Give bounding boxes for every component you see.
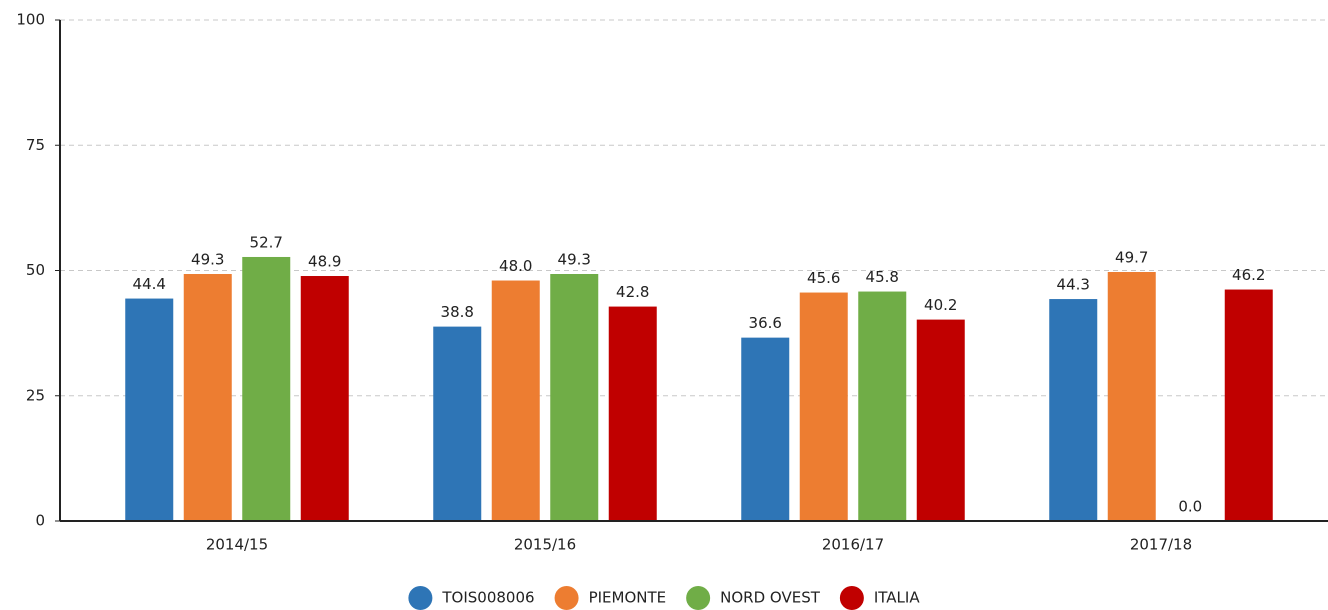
value-label: 48.0 [499, 257, 532, 275]
bar [491, 280, 540, 521]
bar [125, 298, 174, 521]
value-label: 46.2 [1232, 266, 1265, 284]
value-label: 45.8 [866, 268, 899, 286]
y-tick-label: 50 [26, 261, 45, 279]
value-label: 0.0 [1178, 498, 1202, 516]
bar [608, 306, 657, 521]
x-tick-label: 2017/18 [1130, 536, 1192, 554]
bar [183, 274, 232, 521]
value-label: 44.4 [133, 275, 166, 293]
legend-swatch [686, 586, 711, 610]
bar [799, 292, 848, 521]
value-label: 36.6 [749, 314, 782, 332]
value-label: 40.2 [924, 296, 957, 314]
y-tick-label: 100 [16, 11, 45, 29]
value-label: 38.8 [441, 303, 474, 321]
bar [550, 274, 599, 521]
bar [916, 319, 965, 521]
legend-swatch [408, 586, 433, 610]
legend-swatch [554, 586, 579, 610]
bar [1049, 299, 1098, 521]
bar [858, 291, 907, 521]
value-label: 49.3 [558, 251, 591, 269]
x-tick-label: 2014/15 [206, 536, 268, 554]
x-tick-label: 2015/16 [514, 536, 576, 554]
y-tick-label: 25 [26, 386, 45, 404]
x-tick-label: 2016/17 [822, 536, 884, 554]
value-label: 49.3 [191, 251, 224, 269]
y-tick-label: 75 [26, 136, 45, 154]
value-label: 45.6 [807, 269, 840, 287]
bar [433, 326, 482, 521]
y-tick-label: 0 [35, 512, 45, 530]
value-label: 48.9 [308, 253, 341, 271]
bar [1224, 289, 1273, 521]
bar [741, 337, 790, 521]
legend-swatch [839, 586, 864, 610]
legend-label: ITALIA [874, 589, 920, 607]
value-label: 42.8 [616, 283, 649, 301]
value-label: 44.3 [1057, 276, 1090, 294]
bar [300, 276, 349, 521]
bar [1107, 272, 1156, 521]
value-label: 52.7 [250, 233, 283, 251]
legend-label: PIEMONTE [589, 589, 667, 607]
bar [242, 256, 291, 521]
legend-label: NORD OVEST [720, 589, 821, 607]
value-label: 49.7 [1115, 249, 1148, 267]
legend-label: TOIS008006 [441, 589, 534, 607]
